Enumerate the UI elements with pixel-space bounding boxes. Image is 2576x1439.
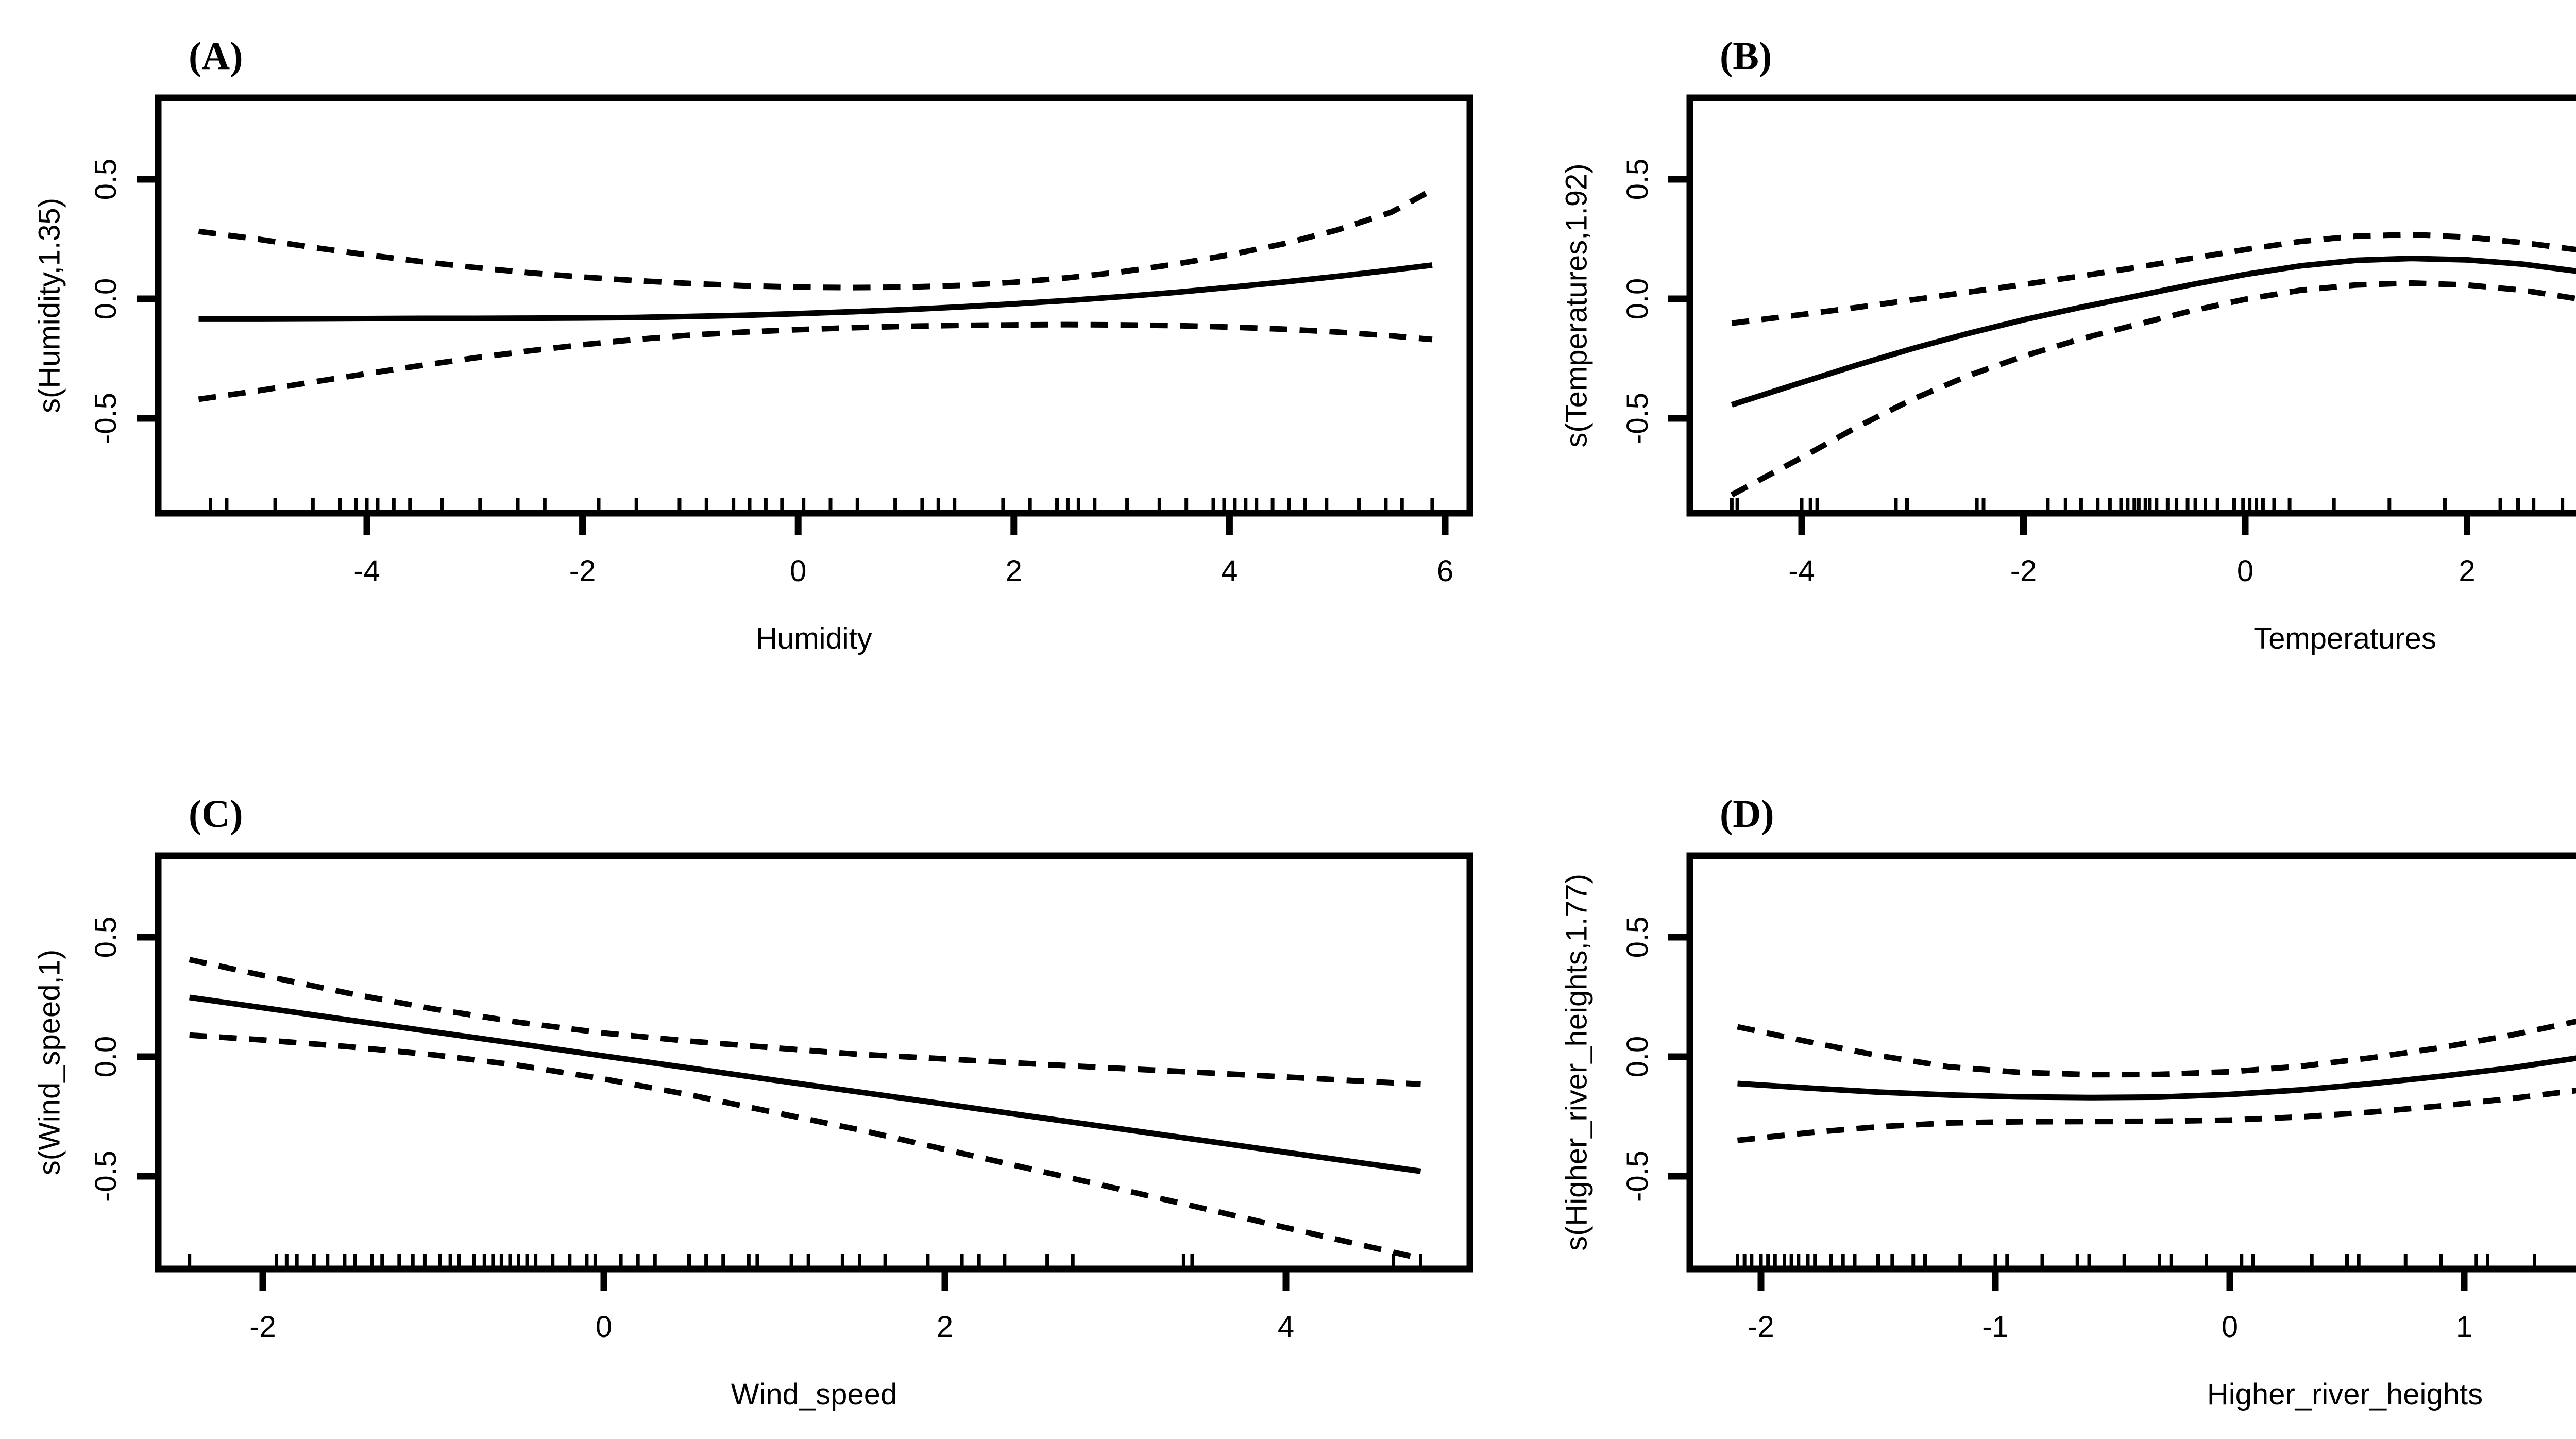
y-tick-label: 0.0: [89, 278, 123, 320]
panel-c-x-axis-title: Wind_speed: [731, 1378, 897, 1411]
smooth-estimate-curve: [189, 994, 1421, 1174]
y-tick-label: -0.5: [89, 393, 123, 444]
upper-confidence-curve: [1737, 1019, 2576, 1078]
y-tick-label: 0.0: [89, 1036, 123, 1078]
x-tick-label: -2: [2010, 554, 2037, 588]
panel-a-label: (A): [189, 35, 243, 78]
upper-confidence-curve: [189, 957, 1421, 1087]
lower-confidence-curve: [1737, 1088, 2576, 1143]
panel-a-y-axis-title: s(Humidity,1.35): [32, 198, 66, 413]
y-tick-label: -0.5: [1621, 1150, 1654, 1202]
plot-box: [155, 852, 1473, 1273]
x-tick-label: -4: [353, 554, 380, 588]
x-tick-label: -1: [1982, 1310, 2009, 1344]
y-tick-label: -0.5: [89, 1150, 123, 1202]
panel-b-label: (B): [1720, 35, 1772, 78]
panel-d-y-axis-title: s(Higher_river_heights,1.77): [1560, 874, 1594, 1251]
y-tick-label: 0.0: [1621, 1036, 1654, 1078]
x-tick-label: 2: [2459, 554, 2475, 588]
x-tick-label: 0: [790, 554, 806, 588]
y-tick-label: 0.0: [1621, 278, 1654, 320]
x-tick-label: 0: [596, 1310, 612, 1344]
upper-confidence-curve: [1731, 231, 2576, 326]
x-tick-label: -2: [249, 1310, 276, 1344]
plot-box: [1686, 94, 2576, 517]
x-tick-label: -2: [569, 554, 596, 588]
smooth-estimate-curve: [1731, 256, 2576, 408]
panel-b-x-axis-title: Temperatures: [2253, 622, 2436, 655]
x-tick-label: 2: [1006, 554, 1022, 588]
x-tick-label: -2: [1748, 1310, 1774, 1344]
panel-c-y-axis-title: s(Wind_speed,1): [32, 949, 66, 1176]
x-tick-label: 2: [937, 1310, 953, 1344]
upper-confidence-curve: [198, 188, 1434, 291]
panel-c-label: (C): [189, 792, 243, 836]
smooth-estimate-curve: [198, 262, 1433, 322]
panel-b-y-axis-title: s(Temperatures,1.92): [1560, 163, 1594, 448]
y-tick-label: 0.5: [1621, 917, 1654, 958]
lower-confidence-curve: [1730, 280, 2576, 498]
x-tick-label: 0: [2237, 554, 2253, 588]
smooth-estimate-curve: [1737, 1055, 2576, 1101]
x-tick-label: -4: [1788, 554, 1815, 588]
panel-c: -2 0 2 4 0.5 0.0 -0.5: [89, 852, 1473, 1344]
x-tick-label: 0: [2222, 1310, 2238, 1344]
x-tick-label: 6: [1437, 554, 1453, 588]
plot-box: [1686, 852, 2576, 1273]
panel-d-x-axis-title: Higher_river_heights: [2207, 1378, 2483, 1411]
panel-a: -4 -2 0 2 4 6 0.5 0.0 -0.5: [89, 94, 1473, 588]
lower-confidence-curve: [189, 1032, 1421, 1261]
x-tick-label: 1: [2456, 1310, 2472, 1344]
y-tick-label: 0.5: [89, 159, 123, 200]
panel-d-label: (D): [1720, 792, 1774, 836]
y-tick-label: -0.5: [1621, 393, 1654, 444]
y-tick-label: 0.5: [1621, 159, 1654, 200]
panel-d: -2-101230.50.0-0.5: [1621, 852, 2576, 1344]
y-tick-label: 0.5: [89, 917, 123, 958]
panel-a-x-axis-title: Humidity: [756, 622, 872, 655]
lower-confidence-curve: [198, 321, 1433, 402]
x-tick-label: 4: [1221, 554, 1238, 588]
plot-box: [155, 94, 1473, 517]
x-tick-label: 4: [1278, 1310, 1294, 1344]
